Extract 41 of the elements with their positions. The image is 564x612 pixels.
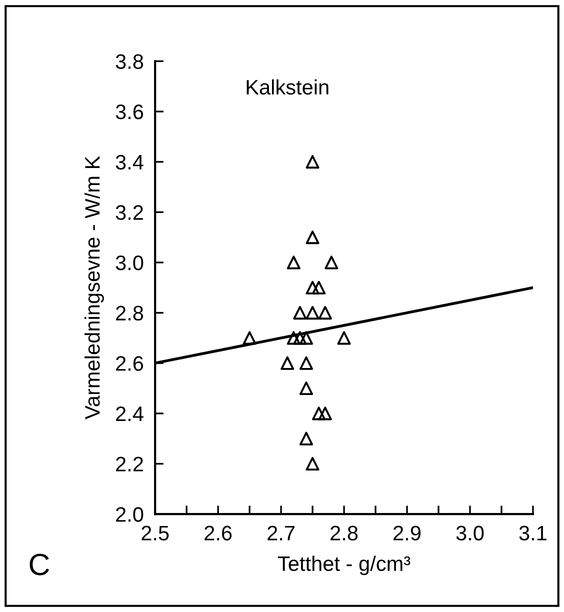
y-tick-label: 3.6 [116,104,144,120]
y-tick-label: 2.2 [116,456,143,472]
x-tick-label: 2.5 [142,526,169,540]
point [337,331,351,345]
x-tick-label: 2.6 [204,526,232,540]
point [286,331,300,345]
point [286,256,300,270]
point [306,306,320,320]
point [324,256,338,270]
point [280,356,294,370]
x-tick-label: 2.9 [394,526,421,540]
point [299,381,314,396]
point [306,280,320,294]
point [318,306,332,320]
y-tick-label: 2.8 [116,306,144,321]
y-tick-label: 2.4 [116,406,144,421]
y-tick-label: 3.0 [116,255,144,270]
point [299,356,314,370]
point [306,155,320,169]
text: C [30,554,50,576]
y-tick-label: 3.4 [116,154,144,170]
point [293,306,307,320]
x-tick-label: 2.8 [330,526,358,540]
point [312,280,326,294]
x-tick-label: 3.0 [456,526,484,540]
x-axis-title: Tetthet - g/cm³ [278,556,410,576]
point [312,406,326,420]
x-tick-label: 2.7 [268,526,294,540]
y-tick-label: 2.0 [116,507,144,522]
point [242,331,256,345]
point [299,432,314,446]
annotation: Kalkstein [246,79,328,95]
x-tick-label: 3.1 [519,526,546,540]
y-tick-label: 3.8 [116,54,144,69]
point [306,456,320,471]
point [299,331,314,345]
y-tick-label: 3.2 [116,205,143,220]
point [318,406,332,420]
y-tick-label: 2.6 [116,356,144,371]
point [306,230,320,244]
y-axis-title: Varmeledningsevne - W/m K [84,156,104,420]
